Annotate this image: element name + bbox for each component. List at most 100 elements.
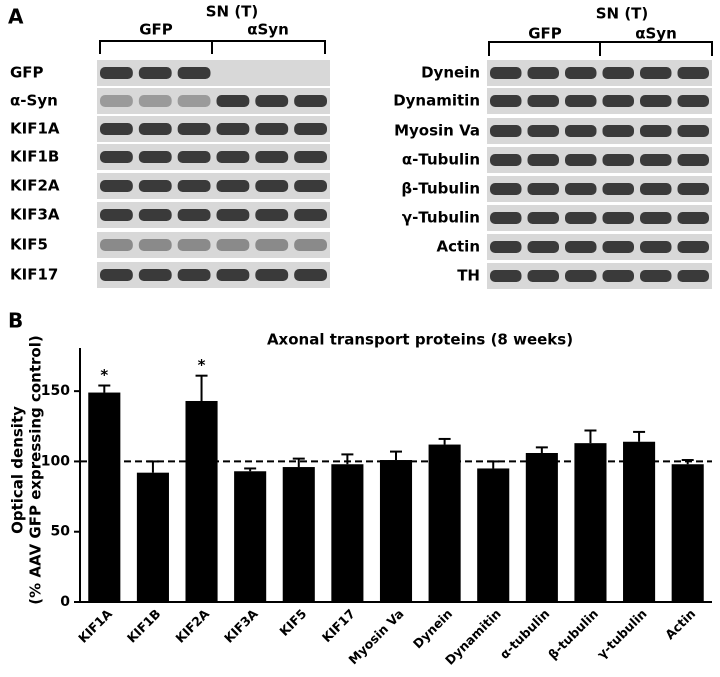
blot-band — [177, 180, 211, 192]
bracket — [99, 40, 326, 54]
y-axis-label: (% AAV GFP expressing control) — [27, 335, 45, 604]
blot-band — [490, 212, 522, 224]
blot-band — [216, 151, 250, 163]
blot-band — [640, 212, 672, 224]
x-tick-label: KIF5 — [276, 606, 309, 639]
blot-band — [255, 123, 289, 135]
blot-band — [138, 209, 172, 221]
x-tick-label: KIF1B — [124, 606, 164, 646]
group-label: GFP — [139, 21, 173, 39]
blot-band — [602, 212, 634, 224]
bar — [525, 452, 558, 602]
blot-band — [490, 241, 522, 253]
blot-band — [677, 125, 709, 137]
blot-band — [294, 269, 327, 281]
row-label: Actin — [437, 238, 481, 256]
blot-band — [294, 95, 327, 107]
blot-band — [100, 239, 133, 251]
blot-band — [138, 123, 172, 135]
group-label: αSyn — [247, 21, 289, 39]
blot-band — [216, 180, 250, 192]
blot-band — [640, 154, 672, 166]
blot-band — [602, 154, 634, 166]
bar — [623, 441, 656, 602]
x-tick-label: Dynein — [410, 606, 455, 651]
blot-band — [100, 123, 133, 135]
blot-band — [527, 154, 559, 166]
blot-strip — [97, 144, 330, 170]
blot-band — [640, 67, 672, 79]
y-axis-label: Optical density — [9, 406, 27, 534]
blot-band — [255, 239, 289, 251]
panel-label: B — [8, 309, 23, 333]
row-label: β-Tubulin — [401, 180, 480, 198]
blot-band — [177, 269, 211, 281]
blot-band — [294, 180, 327, 192]
row-label: KIF1A — [10, 120, 60, 138]
blot-band — [216, 239, 250, 251]
blot-band — [677, 241, 709, 253]
blot-strip — [97, 173, 330, 199]
blot-band — [640, 95, 672, 107]
blot-band — [565, 154, 597, 166]
blot-band — [177, 123, 211, 135]
blot-band — [677, 270, 709, 282]
y-tick-label: 0 — [60, 594, 70, 610]
blot-band — [602, 270, 634, 282]
blot-band — [490, 183, 522, 195]
blot-strip — [97, 232, 330, 258]
blot-band — [138, 151, 172, 163]
blot-band — [677, 95, 709, 107]
blot-strip — [487, 88, 712, 114]
x-tick-label: Actin — [662, 606, 698, 642]
blot-band — [565, 95, 597, 107]
row-label: KIF17 — [10, 266, 58, 284]
blot-band — [294, 209, 327, 221]
blot-band — [138, 180, 172, 192]
blot-band — [216, 123, 250, 135]
row-label: GFP — [10, 64, 44, 82]
blot-band — [100, 67, 133, 79]
x-tick-label: KIF17 — [319, 606, 358, 645]
blot-header: SN (T) — [206, 3, 259, 21]
group-label: GFP — [528, 25, 562, 43]
panel-label: A — [8, 5, 24, 29]
bracket — [488, 41, 713, 56]
x-tick-label: KIF1A — [75, 606, 115, 646]
blot-band — [565, 270, 597, 282]
blot-band — [640, 270, 672, 282]
blot-band — [177, 209, 211, 221]
bar — [88, 392, 121, 602]
blot-band — [490, 67, 522, 79]
blot-band — [294, 123, 327, 135]
blot-strip — [487, 176, 712, 202]
row-label: Myosin Va — [394, 122, 480, 140]
blot-strip — [487, 205, 712, 231]
blot-band — [565, 67, 597, 79]
blot-band — [100, 209, 133, 221]
bar — [234, 471, 267, 602]
x-tick-label: KIF2A — [172, 606, 212, 646]
blot-band — [602, 183, 634, 195]
blot-band — [255, 269, 289, 281]
blot-band — [177, 67, 211, 79]
blot-band — [602, 67, 634, 79]
blot-band — [138, 239, 172, 251]
blot-band — [602, 241, 634, 253]
row-label: α-Syn — [10, 92, 58, 110]
y-tick-label: 150 — [41, 383, 70, 399]
blot-band — [565, 241, 597, 253]
chart-title: Axonal transport proteins (8 weeks) — [267, 331, 573, 349]
blot-strip — [97, 202, 330, 228]
group-label: αSyn — [635, 25, 677, 43]
blot-band — [490, 154, 522, 166]
blot-band — [677, 67, 709, 79]
blot-band — [177, 95, 211, 107]
blot-strip — [97, 60, 330, 86]
blot-band — [216, 209, 250, 221]
bar — [574, 443, 607, 602]
blot-band — [640, 241, 672, 253]
y-tick-label: 50 — [51, 524, 71, 540]
x-tick-label: γ-tubulin — [594, 606, 650, 662]
